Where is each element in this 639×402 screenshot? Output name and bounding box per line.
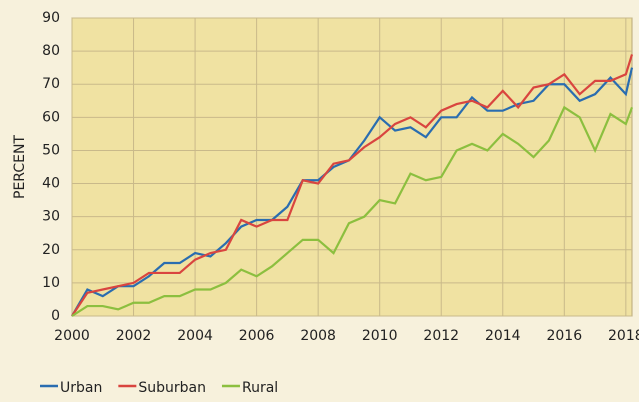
plot-area xyxy=(71,17,633,317)
y-tick-label: 20 xyxy=(42,242,60,258)
x-tick-label: 2004 xyxy=(177,328,213,344)
y-tick-label: 60 xyxy=(42,109,60,125)
y-axis-label: PERCENT xyxy=(12,135,28,199)
legend-label: Urban xyxy=(60,380,102,396)
legend-label: Rural xyxy=(242,380,278,396)
line xyxy=(71,54,634,317)
y-tick-label: 90 xyxy=(42,10,60,26)
x-tick-label: 2018 xyxy=(608,328,639,344)
y-tick-label: 10 xyxy=(42,275,60,291)
x-tick-label: 2000 xyxy=(54,328,90,344)
x-tick-label: 2014 xyxy=(485,328,521,344)
y-tick-label: 70 xyxy=(42,76,60,92)
x-tick-label: 2012 xyxy=(423,328,459,344)
line xyxy=(71,105,634,317)
legend-label: Suburban xyxy=(138,380,206,396)
y-tick-label: 30 xyxy=(42,209,60,225)
x-tick-label: 2008 xyxy=(300,328,336,344)
x-tick-label: 2016 xyxy=(546,328,582,344)
x-tick-label: 2010 xyxy=(362,328,398,344)
x-tick-label: 2002 xyxy=(116,328,152,344)
y-tick-label: 0 xyxy=(51,308,60,324)
y-tick-label: 50 xyxy=(42,142,60,158)
y-tick-label: 80 xyxy=(42,43,60,59)
line xyxy=(71,67,634,317)
x-tick-label: 2006 xyxy=(239,328,275,344)
y-tick-label: 40 xyxy=(42,176,60,192)
